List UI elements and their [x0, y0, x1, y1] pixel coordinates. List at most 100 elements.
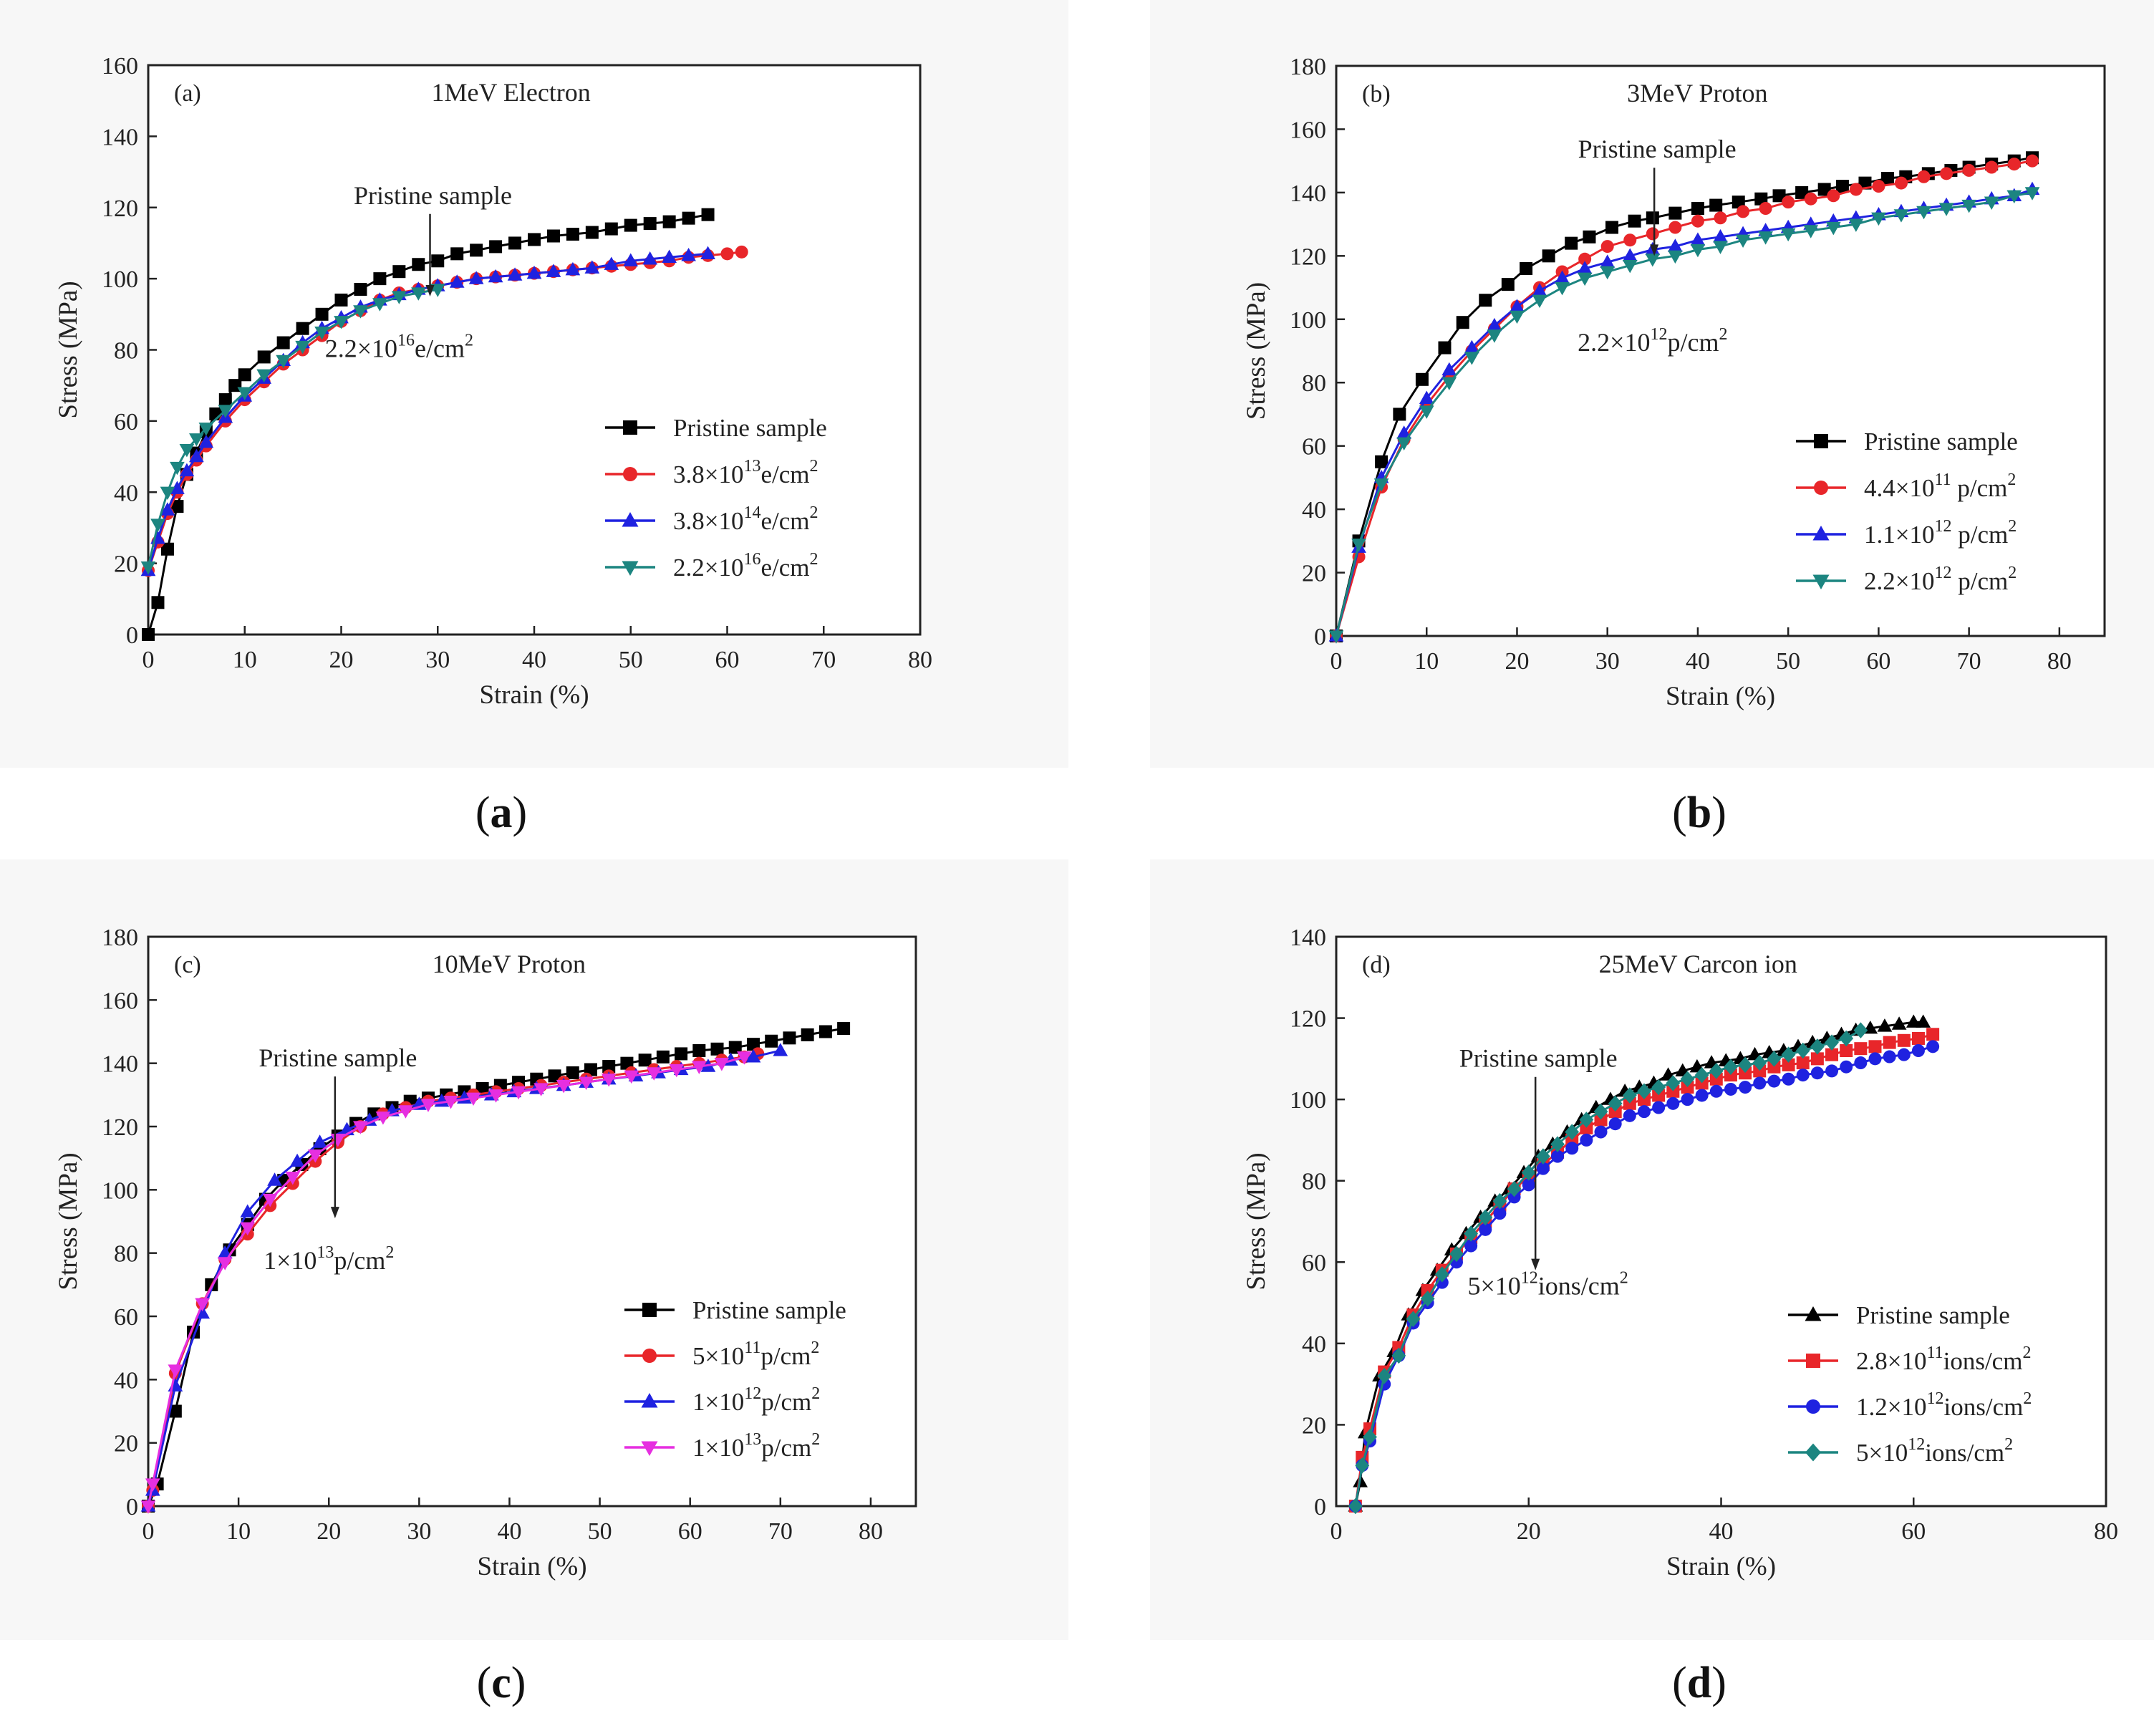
data-point: [160, 502, 175, 516]
data-point: [662, 215, 676, 228]
x-tick-label: 80: [908, 647, 932, 673]
data-point: [1840, 1044, 1853, 1057]
data-point: [1583, 230, 1596, 243]
data-point: [1578, 252, 1592, 266]
data-point: [638, 1053, 652, 1067]
caption-paren: (: [475, 789, 491, 837]
data-point: [1464, 352, 1479, 365]
data-point: [217, 1257, 233, 1270]
text-main: 4.4×10: [1864, 474, 1935, 502]
data-point: [1817, 183, 1831, 196]
text-tail: p/cm: [1952, 567, 2009, 595]
plot-area: [1335, 64, 2106, 637]
data-point: [1690, 232, 1706, 246]
data-point: [682, 211, 695, 225]
data-point: [1810, 1066, 1824, 1080]
data-point: [1456, 316, 1469, 329]
data-point: [1906, 1014, 1921, 1028]
data-point: [1962, 163, 1976, 177]
text-sup: 2: [2008, 517, 2017, 536]
y-tick-label: 40: [1302, 1331, 1326, 1358]
data-point: [170, 500, 184, 513]
data-point: [643, 217, 657, 231]
data-point: [1806, 1354, 1820, 1368]
caption-paren: ): [1711, 1659, 1726, 1707]
data-point: [296, 322, 309, 335]
x-tick-label: 10: [233, 647, 257, 673]
data-point: [412, 258, 425, 271]
y-tick-label: 20: [1302, 1412, 1326, 1439]
data-point: [420, 1099, 436, 1112]
data-point: [1493, 1207, 1507, 1220]
data-point: [1752, 1054, 1767, 1071]
data-point: [2007, 158, 2021, 171]
legend: Pristine sample5×1011p/cm21×1012p/cm21×1…: [624, 1296, 846, 1462]
data-point: [1854, 1042, 1868, 1056]
data-point: [1883, 1036, 1896, 1049]
data-point: [1645, 254, 1661, 267]
data-point: [1804, 192, 1817, 206]
chart-title: 1MeV Electron: [432, 78, 591, 107]
data-point: [1796, 1069, 1810, 1082]
data-point: [656, 1050, 670, 1064]
text-sup: 12: [1935, 517, 1952, 536]
text-main: 3.8×10: [673, 507, 744, 535]
data-point: [375, 1111, 391, 1125]
data-point: [1911, 1044, 1925, 1057]
panel-caption: (a): [475, 789, 527, 837]
legend-entry: 1.2×1012ions/cm2: [1788, 1389, 2032, 1421]
legend-label: 5×1012ions/cm2: [1856, 1435, 2013, 1467]
data-point: [1328, 630, 1344, 644]
data-point: [179, 443, 195, 458]
data-point: [1420, 1291, 1435, 1307]
y-tick-label: 20: [1302, 561, 1326, 587]
data-point: [179, 463, 195, 477]
legend-entry: 5×1012ions/cm2: [1788, 1435, 2013, 1467]
data-point: [1510, 310, 1525, 324]
data-point: [1724, 1059, 1738, 1075]
data-point: [189, 448, 204, 463]
legend-label: 5×1011p/cm2: [692, 1339, 819, 1370]
text-main: 1×10: [264, 1246, 317, 1275]
data-point: [1637, 1083, 1651, 1100]
data-point: [1441, 377, 1457, 391]
text-sup: 12: [1935, 564, 1952, 582]
x-tick-label: 50: [588, 1518, 612, 1545]
series-3: [1328, 187, 2040, 644]
text-sup: 2: [1719, 325, 1727, 344]
legend-label: 2.2×1016e/cm2: [673, 550, 818, 582]
y-tick-label: 80: [114, 338, 138, 365]
data-point: [624, 1070, 639, 1084]
chart-title: 10MeV Proton: [433, 950, 586, 978]
y-tick-label: 60: [1302, 1250, 1326, 1276]
legend-label: 1.1×1012 p/cm2: [1864, 517, 2017, 549]
data-point: [546, 264, 561, 277]
data-point: [691, 1061, 707, 1074]
data-point: [1767, 1051, 1782, 1067]
dose-annotation: 1×1013p/cm2: [264, 1243, 394, 1275]
data-point: [1464, 1225, 1479, 1242]
data-point: [237, 387, 253, 400]
data-point: [465, 1092, 481, 1106]
data-point: [604, 256, 619, 270]
legend-label: 2.8×1011ions/cm2: [1856, 1344, 2031, 1375]
data-point: [1577, 261, 1593, 274]
data-point: [1814, 481, 1828, 495]
data-point: [1691, 202, 1704, 215]
chart-panel-d: 0 20 40 60 80 0 20 40 60 80 100 120 140 Strain (%) Str…: [1150, 859, 2154, 1707]
data-point: [1438, 341, 1452, 355]
data-point: [1565, 236, 1578, 250]
data-point: [1608, 1117, 1622, 1131]
plot-area: [147, 64, 922, 636]
text-sup: 13: [744, 457, 761, 476]
data-point: [1881, 171, 1895, 185]
data-point: [1579, 1111, 1594, 1128]
data-point: [1897, 1033, 1911, 1047]
x-axis-label: Strain (%): [477, 1552, 586, 1581]
pristine-annotation: Pristine sample: [1578, 135, 1737, 256]
y-tick-label: 100: [1290, 307, 1326, 334]
text-sup: 2: [811, 1384, 820, 1403]
data-point: [1441, 362, 1457, 376]
data-point: [1522, 1178, 1535, 1192]
